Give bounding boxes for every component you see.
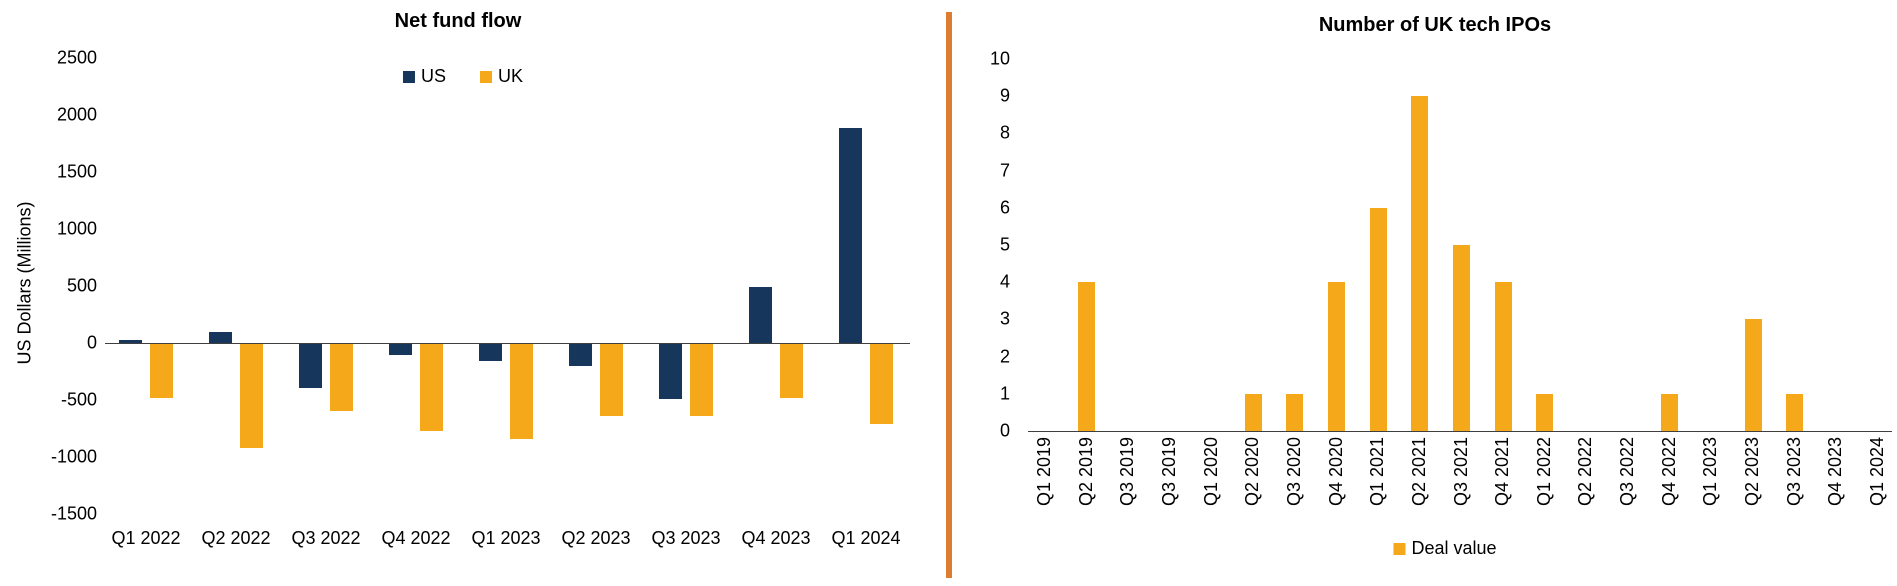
bar-deal-value-q2-2021	[1411, 96, 1429, 431]
bar-uk-q1-2024	[870, 344, 893, 424]
legend-item-uk: UK	[480, 66, 523, 87]
bar-us-q1-2022	[119, 339, 142, 343]
bar-us-q4-2023	[749, 287, 772, 343]
y-tick-label: -1500	[50, 503, 97, 524]
bar-deal-value-q2-2019	[1078, 282, 1096, 431]
bar-deal-value-q2-2020	[1244, 393, 1262, 431]
x-tick-label: Q2 2023	[1742, 437, 1763, 507]
legend: Deal value	[1393, 538, 1497, 559]
x-tick-label: Q3 2023	[1783, 437, 1804, 507]
y-tick-label: 0	[86, 332, 97, 353]
bar-us-q1-2024	[839, 127, 862, 343]
y-tick-label: 6	[999, 197, 1010, 218]
x-tick-label: Q3 2022	[291, 528, 361, 548]
legend-swatch-icon	[480, 70, 492, 83]
y-tick-label: 3	[999, 308, 1010, 329]
y-tick-label: 8	[999, 122, 1010, 143]
y-tick-label: 9	[999, 85, 1010, 106]
bar-deal-value-q3-2020	[1286, 393, 1304, 431]
bar-deal-value-q1-2022	[1536, 393, 1554, 431]
bar-us-q3-2022	[299, 344, 322, 389]
x-tick-label: Q4 2022	[1658, 437, 1679, 507]
bar-deal-value-q2-2023	[1744, 319, 1762, 431]
bar-uk-q4-2022	[420, 344, 443, 431]
legend-label: US	[420, 66, 446, 86]
x-tick-label: Q4 2021	[1492, 437, 1513, 507]
y-tick-label: 1	[999, 383, 1010, 404]
x-tick-label: Q1 2019	[1034, 437, 1054, 507]
x-tick-label: Q2 2022	[201, 528, 271, 548]
x-axis-line	[105, 343, 910, 344]
x-tick-label: Q4 2020	[1325, 437, 1346, 507]
bar-us-q2-2022	[209, 331, 232, 343]
legend-item-us: US	[402, 66, 446, 87]
x-tick-label: Q3 2019	[1158, 437, 1179, 507]
bar-uk-q1-2022	[150, 344, 173, 398]
bar-deal-value-q4-2022	[1661, 393, 1679, 431]
bar-us-q1-2023	[479, 344, 502, 362]
bar-us-q4-2022	[389, 344, 412, 356]
bar-uk-q3-2022	[330, 344, 353, 412]
y-tick-label: 500	[66, 275, 97, 296]
legend-label: Deal value	[1411, 538, 1497, 558]
x-tick-label: Q1 2023	[471, 528, 541, 548]
x-tick-label: Q3 2021	[1450, 437, 1471, 507]
legend-item-deal-value: Deal value	[1393, 538, 1497, 559]
x-axis-line	[1028, 431, 1892, 432]
x-tick-label: Q4 2023	[741, 528, 811, 548]
y-tick-label: 1500	[56, 161, 97, 182]
y-tick-label: -500	[60, 389, 97, 410]
x-tick-label: Q1 2024	[1867, 437, 1887, 507]
bar-uk-q2-2023	[600, 344, 623, 416]
y-tick-label: 5	[999, 234, 1010, 255]
x-tick-label: Q1 2022	[1533, 437, 1554, 507]
x-tick-label: Q1 2021	[1367, 437, 1388, 507]
bar-deal-value-q4-2021	[1494, 282, 1512, 431]
x-tick-label: Q3 2023	[651, 528, 721, 548]
y-tick-label: 2000	[56, 104, 97, 125]
chart-title: Net fund flow	[394, 10, 522, 32]
x-tick-label: Q1 2024	[831, 528, 901, 548]
bar-deal-value-q3-2021	[1453, 245, 1470, 431]
x-tick-label: Q1 2023	[1700, 437, 1721, 507]
x-tick-label: Q2 2022	[1575, 437, 1596, 507]
bar-uk-q3-2023	[690, 344, 713, 416]
x-tick-label: Q3 2022	[1617, 437, 1638, 507]
legend-label: UK	[498, 66, 524, 86]
chart-title: Number of UK tech IPOs	[1318, 14, 1552, 36]
legend-swatch-icon	[402, 70, 415, 83]
bar-uk-q2-2022	[240, 344, 263, 448]
x-tick-label: Q4 2023	[1825, 437, 1846, 507]
x-tick-label: Q3 2019	[1117, 437, 1138, 507]
y-tick-label: 2	[999, 346, 1010, 367]
bar-us-q3-2023	[659, 344, 682, 399]
y-tick-label: 7	[999, 160, 1010, 181]
bar-uk-q4-2023	[780, 344, 803, 398]
legend: US UK	[402, 66, 523, 87]
y-tick-label: 0	[999, 420, 1010, 441]
bar-deal-value-q3-2023	[1786, 393, 1804, 431]
y-tick-label: 10	[989, 48, 1010, 69]
x-tick-label: Q3 2020	[1283, 437, 1304, 507]
y-tick-label: 1000	[56, 218, 97, 239]
y-tick-label: 4	[999, 271, 1010, 292]
x-tick-label: Q1 2022	[111, 528, 181, 548]
x-tick-label: Q2 2021	[1408, 437, 1429, 507]
legend-swatch-icon	[1393, 542, 1406, 555]
vertical-divider	[946, 12, 952, 578]
x-tick-label: Q1 2020	[1200, 437, 1221, 507]
bar-deal-value-q1-2021	[1369, 207, 1387, 431]
bar-uk-q1-2023	[510, 344, 533, 439]
y-tick-label: -1000	[50, 446, 97, 467]
y-tick-label: 2500	[56, 47, 97, 68]
x-tick-label: Q2 2019	[1075, 437, 1096, 507]
bar-deal-value-q4-2020	[1328, 282, 1346, 431]
x-tick-label: Q2 2023	[561, 528, 631, 548]
x-tick-label: Q4 2022	[381, 528, 451, 548]
bar-us-q2-2023	[569, 344, 592, 366]
x-tick-label: Q2 2020	[1242, 437, 1263, 507]
